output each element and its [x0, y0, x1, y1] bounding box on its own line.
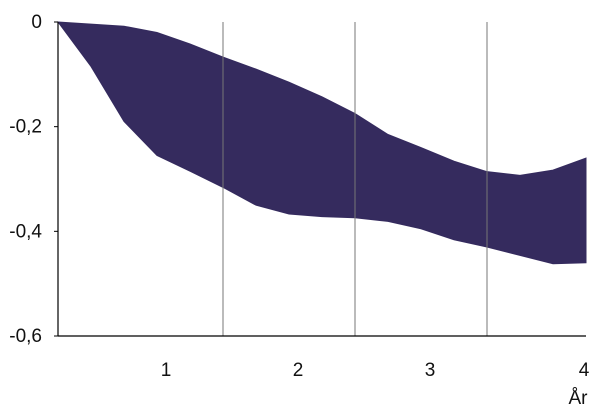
range-band	[56, 21, 587, 265]
y-tick-label: -0,2	[9, 117, 42, 138]
x-tick-label: 4	[579, 360, 590, 381]
y-tick-label: -0,6	[9, 326, 42, 347]
x-tick-label: 2	[293, 360, 304, 381]
y-axis-ticks: 0 -0,2 -0,4 -0,6	[9, 12, 58, 347]
x-tick-label: 3	[425, 360, 436, 381]
x-tick-label: 1	[161, 360, 172, 381]
vertical-gridlines	[222, 22, 488, 336]
x-axis-ticks: 1 2 3 4	[161, 360, 590, 381]
plot-area	[56, 21, 587, 337]
x-axis-title: År	[569, 388, 589, 408]
y-tick-label: -0,4	[9, 221, 42, 242]
y-tick-label: 0	[31, 12, 42, 33]
